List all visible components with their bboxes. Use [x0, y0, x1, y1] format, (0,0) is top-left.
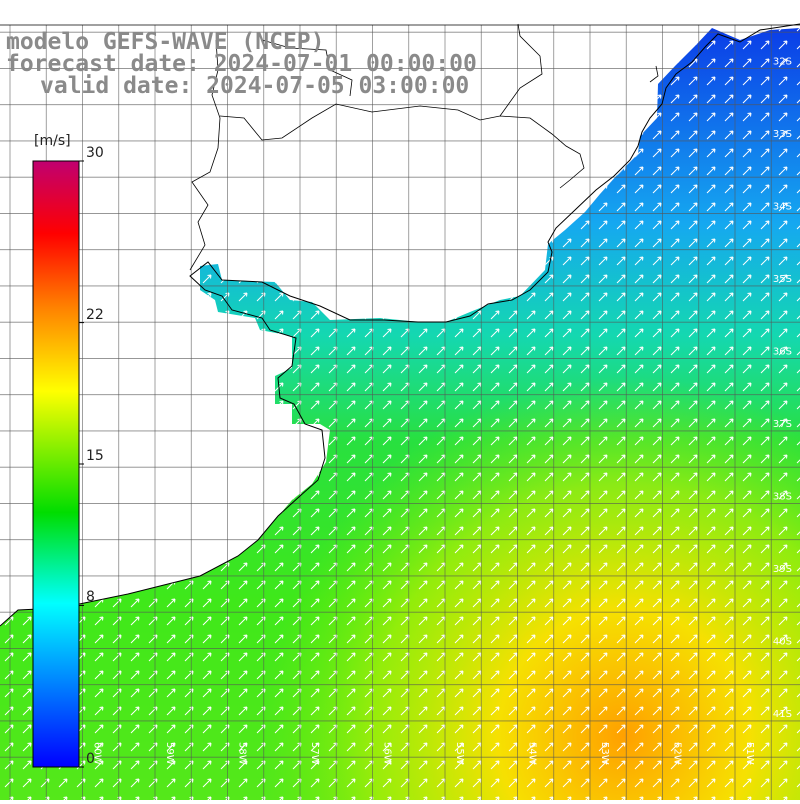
lat-label: 38S — [773, 491, 792, 502]
lat-label: 35S — [773, 274, 792, 285]
lon-label: 51W — [744, 742, 755, 765]
lat-label: 40S — [773, 636, 792, 647]
lat-label: 41S — [773, 709, 792, 720]
colorbar-unit: [m/s] — [34, 133, 71, 149]
colorbar-tick-label: 30 — [86, 145, 104, 161]
lon-label: 55W — [454, 742, 465, 765]
lon-label: 59W — [164, 742, 175, 765]
lat-label: 36S — [773, 346, 792, 357]
lon-label: 54W — [527, 742, 538, 765]
lon-label: 52W — [672, 742, 683, 765]
colorbar — [32, 160, 84, 768]
lat-label: 37S — [773, 419, 792, 430]
lat-label: 39S — [773, 564, 792, 575]
lon-label: 58W — [237, 742, 248, 765]
lat-label: 34S — [773, 201, 792, 212]
coastline — [0, 23, 800, 627]
lat-lon-grid — [0, 24, 800, 800]
lat-labels: 32S 33S 34S 35S 36S 37S 38S 39S 40S 41S — [773, 56, 792, 720]
lon-labels: 60W 59W 58W 57W 56W 55W 54W 53W 52W 51W — [92, 742, 756, 765]
colorbar-tick-label: 15 — [86, 448, 104, 464]
country-border — [189, 23, 659, 271]
title-forecast-date: forecast date: 2024-07-01 00:00:00 — [6, 51, 477, 77]
title-valid-date: valid date: 2024-07-05 03:00:00 — [40, 73, 470, 99]
title-model: modelo GEFS-WAVE (NCEP) — [6, 29, 325, 55]
lon-label: 60W — [92, 742, 103, 765]
colorbar-tick-label: 0 — [86, 751, 95, 767]
colorbar-ramp — [32, 160, 80, 768]
lon-label: 57W — [309, 742, 320, 765]
lat-label: 33S — [773, 129, 792, 140]
colorbar-ticks — [79, 160, 84, 768]
colorbar-tick-label: 22 — [86, 306, 104, 323]
lon-label: 53W — [599, 742, 610, 765]
colorbar-tick-label: 8 — [86, 589, 95, 606]
lat-label: 32S — [773, 56, 792, 67]
lon-label: 56W — [382, 742, 393, 765]
